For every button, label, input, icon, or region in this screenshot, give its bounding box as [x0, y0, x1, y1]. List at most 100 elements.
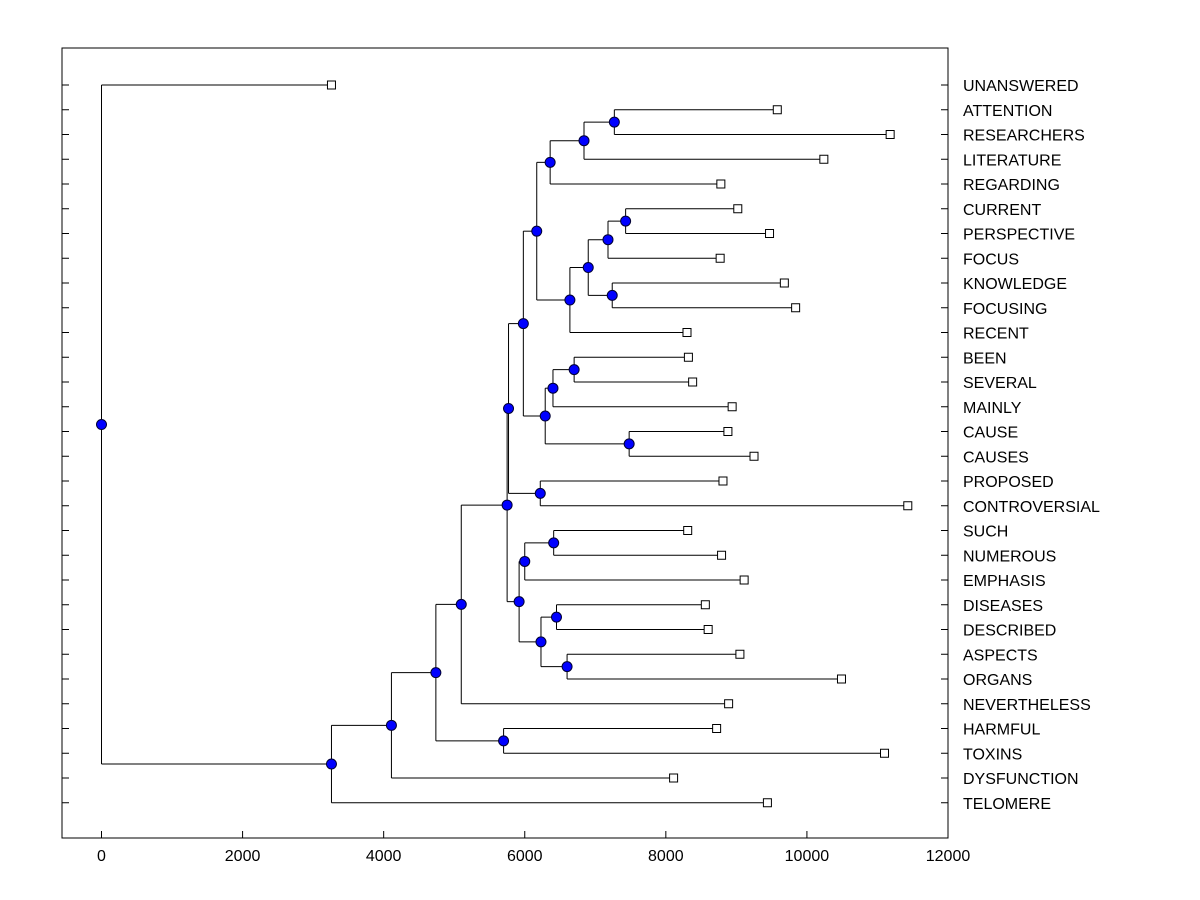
leaf-marker	[683, 352, 693, 362]
cluster-node	[430, 667, 442, 679]
leaf-label: ORGANS	[963, 672, 1032, 689]
x-tick-label: 8000	[648, 848, 684, 865]
leaf-marker	[762, 798, 772, 808]
cluster-node	[602, 234, 614, 246]
x-tick-label: 0	[97, 848, 106, 865]
leaf-marker	[712, 724, 722, 733]
cluster-node	[608, 116, 620, 128]
x-tick-label: 12000	[926, 848, 971, 865]
leaf-marker	[669, 773, 679, 783]
leaf-marker	[688, 377, 698, 387]
leaf-marker	[716, 179, 726, 189]
tick-layer: 0 2000 4000 6000 8000 10000 12000	[62, 84, 971, 865]
cluster-node	[385, 719, 397, 731]
cluster-node	[623, 438, 635, 450]
leaf-label: TOXINS	[963, 746, 1022, 763]
cluster-node	[564, 294, 576, 306]
leaf-marker	[765, 229, 775, 238]
leaf-marker	[880, 748, 890, 758]
leaf-marker	[703, 625, 713, 634]
leaf-marker	[724, 699, 734, 709]
x-tick-label: 4000	[366, 848, 402, 865]
leaf-marker	[717, 550, 727, 560]
cluster-node	[548, 537, 560, 549]
leaf-marker	[682, 328, 692, 337]
leaf-marker	[739, 575, 749, 585]
leaf-marker	[819, 154, 829, 164]
leaf-label: BEEN	[963, 350, 1007, 367]
leaf-label: NUMEROUS	[963, 548, 1056, 565]
leaf-marker	[772, 105, 782, 115]
cluster-node	[568, 364, 580, 376]
leaf-label: MAINLY	[963, 400, 1022, 417]
label-layer: UNANSWERED ATTENTION RESEARCHERS LITERATURE…	[963, 78, 1100, 813]
leaf-label: REGARDING	[963, 177, 1060, 194]
cluster-node	[620, 215, 632, 227]
cluster-node	[503, 402, 515, 414]
leaf-label: ATTENTION	[963, 103, 1052, 120]
leaf-label: DYSFUNCTION	[963, 771, 1079, 788]
leaf-label: FOCUS	[963, 251, 1019, 268]
leaf-label: FOCUSING	[963, 301, 1047, 318]
cluster-node	[517, 318, 529, 330]
cluster-node	[550, 611, 562, 623]
leaf-label: EMPHASIS	[963, 573, 1046, 590]
leaf-label: SEVERAL	[963, 375, 1037, 392]
cluster-node	[606, 289, 618, 301]
leaf-label: CAUSE	[963, 425, 1018, 442]
leaf-label: CONTROVERSIAL	[963, 499, 1100, 516]
cluster-node	[513, 596, 525, 608]
cluster-node	[535, 636, 547, 648]
cluster-node	[561, 661, 573, 673]
leaf-marker	[735, 649, 745, 659]
leaf-marker	[791, 303, 801, 313]
cluster-node	[582, 262, 594, 274]
x-tick-label: 10000	[785, 848, 830, 865]
cluster-node	[501, 499, 513, 511]
cluster-node	[544, 156, 556, 168]
leaf-label: CAUSES	[963, 449, 1029, 466]
cluster-node	[498, 735, 510, 747]
leaf-marker	[903, 501, 913, 511]
cluster-node	[96, 419, 108, 431]
cluster-node	[325, 758, 337, 770]
leaf-marker	[727, 402, 737, 412]
leaf-label: UNANSWERED	[963, 78, 1079, 95]
leaf-marker	[715, 253, 725, 263]
leaf-marker	[733, 204, 743, 214]
leaf-label: DISEASES	[963, 598, 1043, 615]
cluster-node	[531, 225, 543, 237]
node-layer	[96, 116, 635, 770]
leaf-layer	[326, 80, 913, 808]
leaf-marker	[885, 130, 895, 139]
leaf-label: DESCRIBED	[963, 623, 1056, 640]
leaf-marker	[723, 427, 733, 436]
cluster-node	[547, 382, 559, 394]
leaf-label: RECENT	[963, 326, 1029, 343]
cluster-node	[539, 410, 551, 422]
cluster-node	[578, 135, 590, 147]
leaf-label: TELOMERE	[963, 796, 1051, 813]
leaf-marker	[749, 451, 759, 461]
branch-layer	[101, 84, 908, 804]
x-tick-label: 2000	[225, 848, 261, 865]
leaf-marker	[836, 674, 846, 684]
cluster-node	[455, 598, 467, 610]
leaf-label: LITERATURE	[963, 152, 1061, 169]
leaf-label: CURRENT	[963, 202, 1041, 219]
leaf-label: PROPOSED	[963, 474, 1054, 491]
leaf-label: HARMFUL	[963, 722, 1040, 739]
leaf-label: ASPECTS	[963, 647, 1038, 664]
leaf-label: NEVERTHELESS	[963, 697, 1091, 714]
leaf-marker	[326, 80, 336, 90]
leaf-label: PERSPECTIVE	[963, 227, 1075, 244]
leaf-marker	[683, 526, 693, 535]
cluster-node	[534, 487, 546, 499]
leaf-label: RESEARCHERS	[963, 128, 1085, 145]
x-tick-label: 6000	[507, 848, 543, 865]
leaf-label: SUCH	[963, 524, 1008, 541]
cluster-node	[519, 555, 531, 567]
leaf-marker	[718, 476, 728, 486]
plot-frame	[61, 47, 949, 839]
leaf-label: KNOWLEDGE	[963, 276, 1067, 293]
